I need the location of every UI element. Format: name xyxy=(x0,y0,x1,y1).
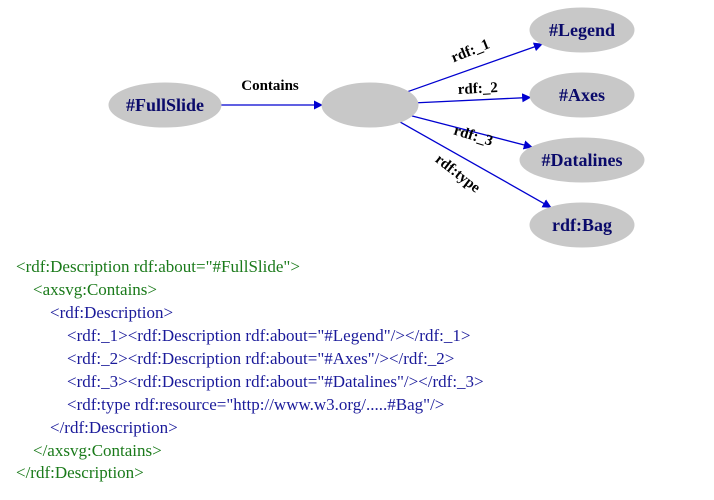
code-line: <rdf:Description rdf:about="#FullSlide"> xyxy=(16,256,484,279)
code-line: </rdf:Description> xyxy=(16,462,484,485)
graph-node-label: #Axes xyxy=(559,85,605,105)
code-line: <rdf:type rdf:resource="http://www.w3.or… xyxy=(16,394,484,417)
edge-label: rdf:_2 xyxy=(457,80,498,98)
graph-node xyxy=(322,83,418,127)
code-line: </rdf:Description> xyxy=(16,417,484,440)
code-line: <rdf:Description> xyxy=(16,302,484,325)
graph-node-label: rdf:Bag xyxy=(552,215,612,235)
graph-node-label: #FullSlide xyxy=(126,95,204,115)
graph-node-label: #Datalines xyxy=(542,150,623,170)
graph-node-label: #Legend xyxy=(549,20,615,40)
edge-label: Contains xyxy=(241,78,299,94)
edge-label: rdf:type xyxy=(432,151,483,196)
code-line: <rdf:_2><rdf:Description rdf:about="#Axe… xyxy=(16,348,484,371)
edge xyxy=(418,97,531,102)
code-line: <axsvg:Contains> xyxy=(16,279,484,302)
edge-label: rdf:_1 xyxy=(449,36,492,66)
rdf-graph: #FullSlide#Legend#Axes#Datalinesrdf:Bag … xyxy=(0,0,714,260)
code-line: <rdf:_1><rdf:Description rdf:about="#Leg… xyxy=(16,325,484,348)
edge-label: rdf:_3 xyxy=(452,123,495,150)
code-line: </axsvg:Contains> xyxy=(16,440,484,463)
code-line: <rdf:_3><rdf:Description rdf:about="#Dat… xyxy=(16,371,484,394)
rdf-xml-code: <rdf:Description rdf:about="#FullSlide">… xyxy=(16,256,484,485)
